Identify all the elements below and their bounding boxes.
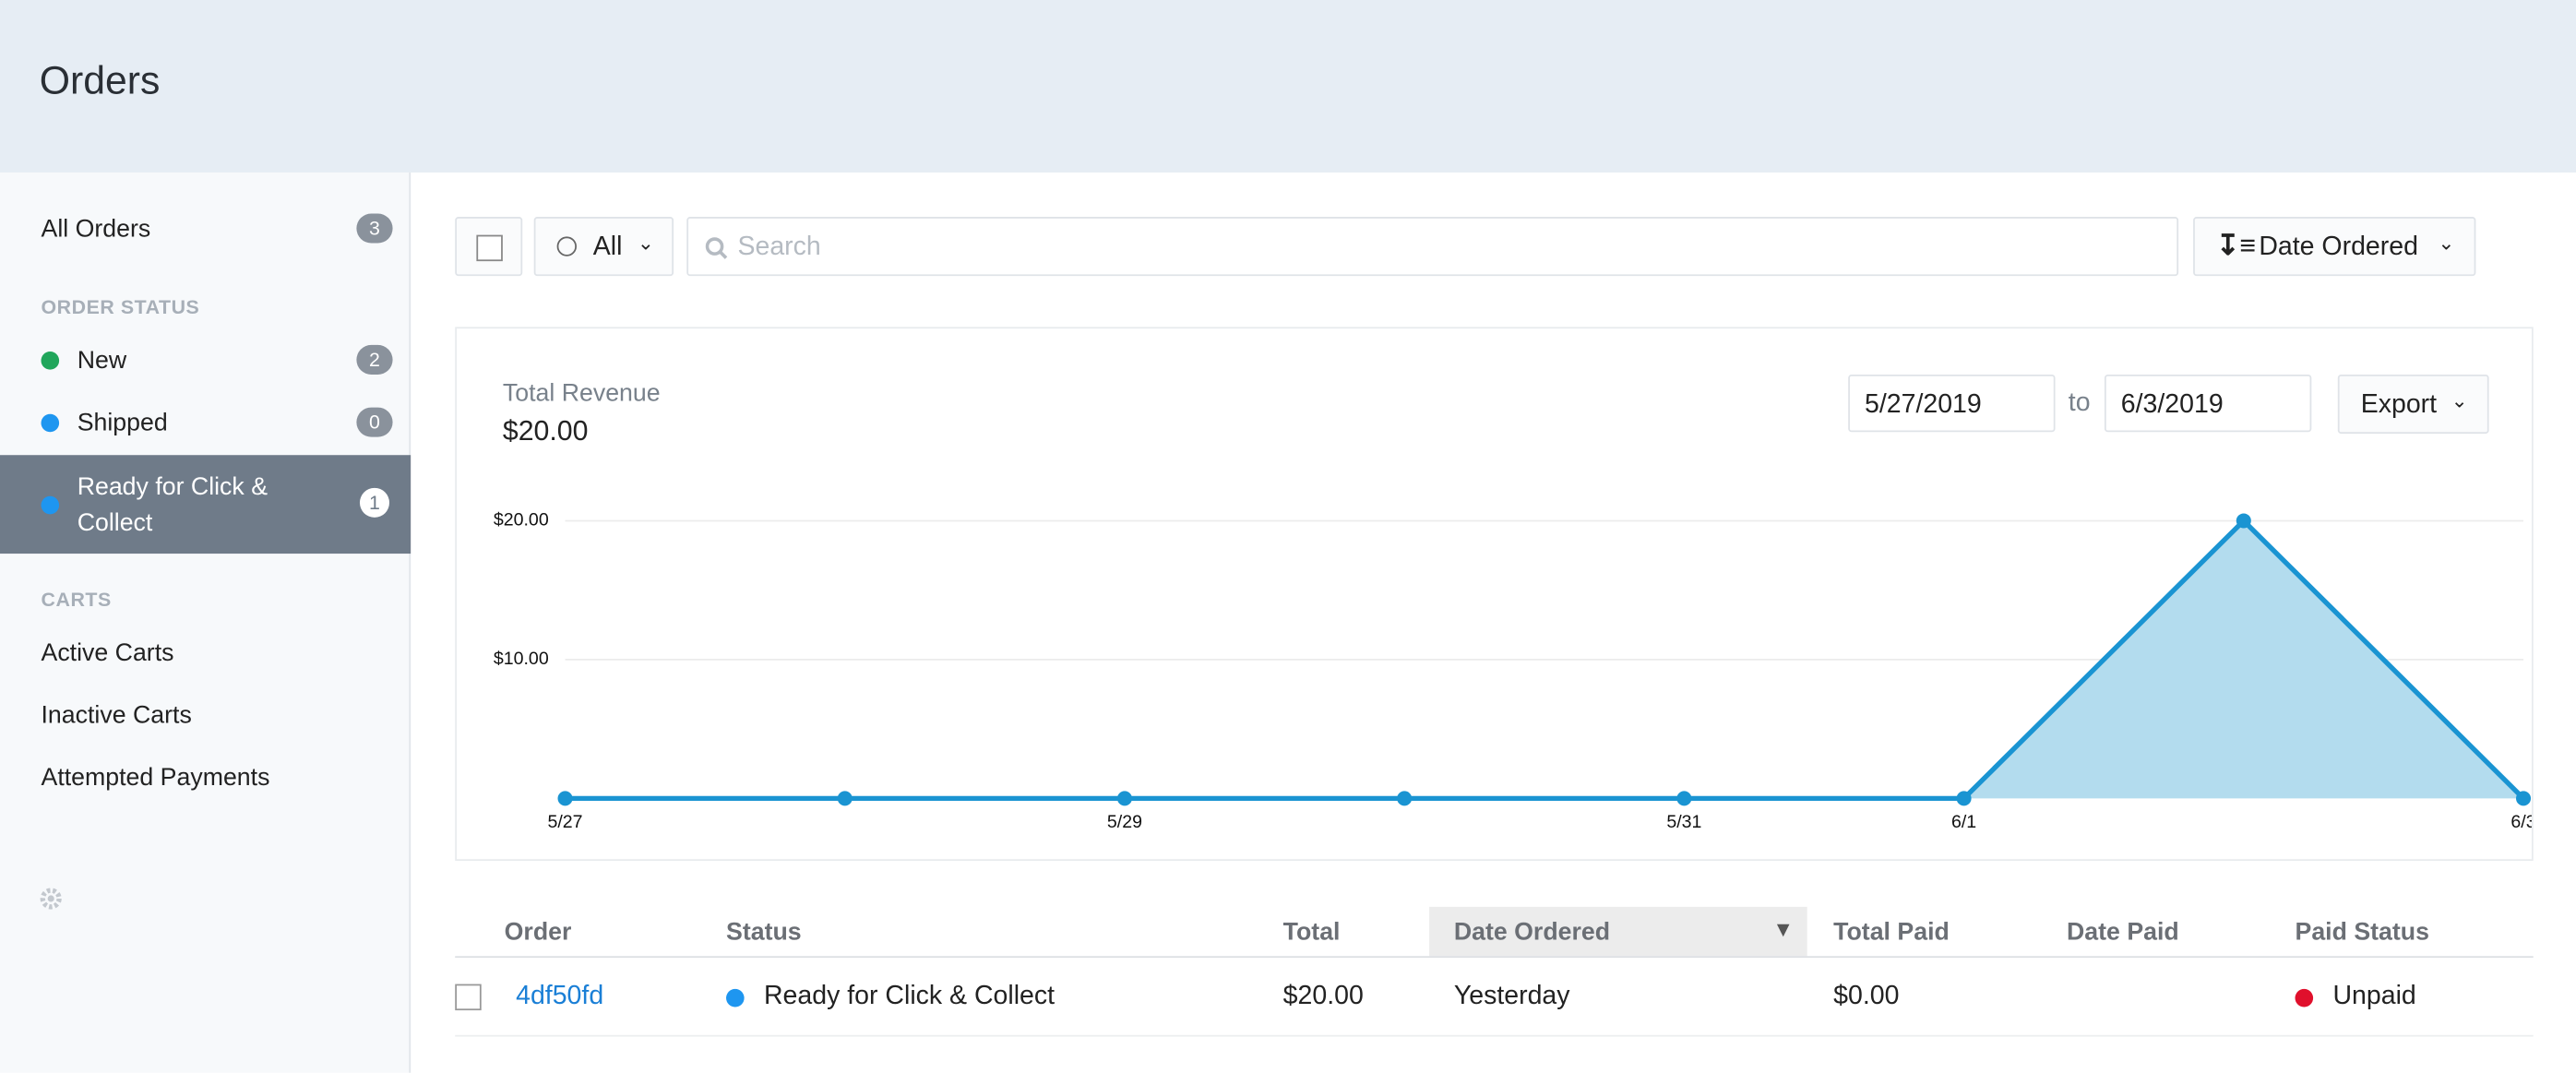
point: [1397, 791, 1413, 806]
nav-item[interactable]: All Orders: [41, 215, 151, 244]
y-tick-label: $20.00: [494, 510, 549, 531]
row-checkbox[interactable]: [455, 984, 482, 1011]
section-heading: CARTS: [41, 588, 112, 612]
sidebar: [0, 172, 411, 1073]
filter-icon: [556, 236, 577, 256]
export-label: Export: [2360, 390, 2438, 420]
status-cell: Ready for Click & Collect: [763, 982, 1055, 1011]
order-link[interactable]: 4df50fd: [516, 982, 604, 1011]
y-tick-label: $10.00: [494, 649, 549, 669]
column-header[interactable]: Date Paid: [2067, 918, 2179, 947]
select-all-button[interactable]: [455, 217, 523, 277]
status-dot: [41, 352, 60, 370]
section-heading: ORDER STATUS: [41, 295, 200, 319]
sort-icon: ↧≡: [2216, 230, 2257, 262]
x-tick-label: 6/1: [1951, 812, 1976, 832]
x-tick-label: 5/29: [1107, 812, 1142, 832]
status-dot: [726, 988, 745, 1007]
search-placeholder: Search: [737, 232, 821, 262]
sort-label: Date Ordered: [2259, 232, 2418, 262]
chart-title: Total Revenue: [502, 379, 661, 408]
paid-status-cell: Unpaid: [2332, 982, 2416, 1011]
active-nav: [0, 455, 411, 554]
total-cell: $20.00: [1282, 982, 1364, 1011]
column-header[interactable]: Date Ordered: [1453, 918, 1611, 947]
row-border: [455, 1034, 2534, 1037]
column-header[interactable]: Total Paid: [1833, 918, 1950, 947]
date-ordered-cell: Yesterday: [1453, 982, 1570, 1011]
nav-item[interactable]: Ready for Click & Collect: [77, 472, 268, 538]
export-button[interactable]: Export ⌄: [2337, 374, 2489, 435]
table-header-border: [455, 956, 2534, 959]
nav-item[interactable]: New: [77, 346, 127, 375]
sort-dropdown[interactable]: ↧≡ Date Ordered ⌄: [2193, 217, 2476, 277]
point: [557, 791, 573, 806]
chart-subtitle: $20.00: [502, 415, 589, 447]
point: [837, 791, 853, 806]
point: [2236, 513, 2251, 529]
count-badge: 3: [356, 213, 393, 244]
filter-label: All: [592, 232, 623, 262]
x-tick-label: 5/27: [547, 812, 582, 832]
chart: $10.00 $20.00 5/27 5/29 5/31 6/1 6/3: [494, 510, 2532, 833]
nav-item[interactable]: Inactive Carts: [41, 701, 192, 730]
count-badge: 1: [359, 487, 390, 518]
filter-dropdown[interactable]: All ⌄: [533, 217, 674, 277]
nav-item[interactable]: Active Carts: [41, 638, 174, 667]
date-from-input[interactable]: 5/27/2019: [1848, 374, 2056, 433]
page-title: Orders: [39, 59, 161, 104]
count-badge: 2: [356, 344, 393, 375]
point: [1676, 791, 1692, 806]
search-icon: [705, 237, 728, 259]
column-header[interactable]: Status: [726, 918, 802, 947]
line: [565, 517, 2525, 802]
chart-card: Total Revenue $20.00 5/27/2019 to 6/3/20…: [455, 327, 2534, 862]
date-separator: to: [2068, 389, 2091, 418]
status-dot: [41, 495, 60, 515]
header: [0, 0, 2576, 173]
chevron: ⌄: [2438, 232, 2455, 255]
search-input[interactable]: Search: [686, 217, 2179, 277]
sort-arrow: ▼: [1772, 916, 1795, 942]
paid-status-dot: [2295, 988, 2314, 1007]
column-header[interactable]: Paid Status: [2295, 918, 2429, 947]
x-tick-label: 5/31: [1666, 812, 1701, 832]
point: [1116, 791, 1132, 806]
total-paid-cell: $0.00: [1833, 982, 1900, 1011]
chevron: ⌄: [2451, 389, 2468, 412]
x-tick-label: 6/3: [2510, 812, 2532, 832]
settings-icon[interactable]: [40, 888, 63, 911]
nav-item[interactable]: Shipped: [77, 409, 168, 437]
sorted-column-bg: [1429, 906, 1807, 957]
nav-item[interactable]: Attempted Payments: [41, 763, 270, 793]
column-header[interactable]: Total: [1282, 918, 1341, 947]
status-dot: [41, 413, 60, 433]
chevron: ⌄: [637, 232, 654, 255]
point: [2516, 791, 2532, 806]
checkbox[interactable]: [476, 234, 503, 262]
date-to-input[interactable]: 6/3/2019: [2104, 374, 2312, 433]
point: [1956, 791, 1972, 806]
column-header[interactable]: Order: [504, 918, 572, 947]
count-badge: 0: [356, 407, 393, 437]
